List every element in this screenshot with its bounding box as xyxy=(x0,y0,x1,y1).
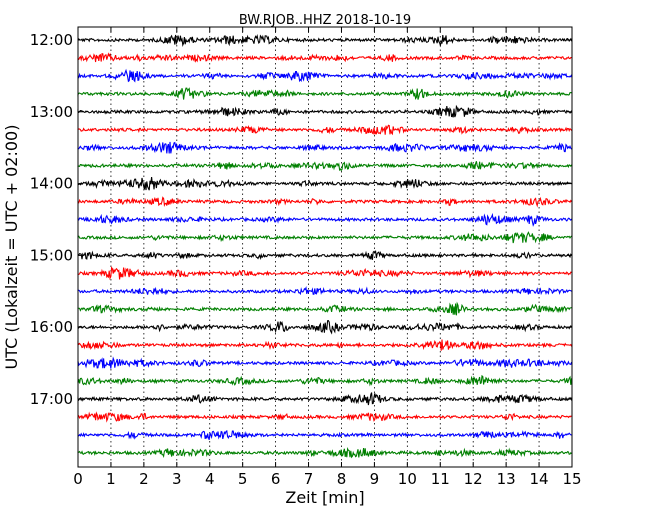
seismogram-trace xyxy=(77,212,573,227)
x-tick-label: 6 xyxy=(271,470,281,488)
seismogram-trace xyxy=(77,231,572,244)
seismogram-trace xyxy=(77,104,573,118)
x-tick-label: 7 xyxy=(304,470,314,488)
y-tick-label: 16:00 xyxy=(30,318,73,336)
seismogram-trace xyxy=(77,52,572,63)
y-tick-label: 14:00 xyxy=(30,175,73,193)
seismogram-trace xyxy=(77,87,572,101)
x-tick-label: 4 xyxy=(205,470,215,488)
chart-title: BW.RJOB..HHZ 2018-10-19 xyxy=(239,13,411,28)
seismogram-trace xyxy=(77,429,572,440)
seismogram-trace xyxy=(77,339,573,351)
seismogram-trace xyxy=(77,446,572,459)
x-tick-label: 14 xyxy=(530,470,549,488)
x-tick-label: 12 xyxy=(464,470,483,488)
x-tick-label: 11 xyxy=(431,470,450,488)
seismogram-trace xyxy=(77,68,573,83)
seismogram-trace xyxy=(77,374,573,387)
y-tick-label: 13:00 xyxy=(30,103,73,121)
seismogram-trace xyxy=(77,356,573,369)
x-tick-label: 10 xyxy=(398,470,417,488)
seismogram-trace xyxy=(77,286,572,296)
seismogram-trace xyxy=(77,124,573,136)
seismogram-trace xyxy=(77,196,573,208)
x-axis-label: Zeit [min] xyxy=(285,488,364,507)
seismogram-trace xyxy=(77,301,572,316)
x-tick-label: 3 xyxy=(172,470,182,488)
seismogram-trace xyxy=(77,249,572,261)
seismogram-trace xyxy=(77,320,573,335)
y-tick-label: 12:00 xyxy=(30,31,73,49)
y-tick-label: 15:00 xyxy=(30,246,73,264)
x-tick-label: 13 xyxy=(497,470,516,488)
seismogram-trace xyxy=(77,141,573,154)
x-tick-label: 15 xyxy=(562,470,581,488)
y-axis: 12:00 13:00 14:00 15:00 16:00 17:00 xyxy=(30,31,572,408)
grid xyxy=(110,27,540,467)
x-tick-label: 9 xyxy=(370,470,380,488)
seismogram-trace xyxy=(77,177,572,191)
y-tick-label: 17:00 xyxy=(30,390,73,408)
x-axis: 0 1 2 3 4 5 6 7 8 9 10 11 12 13 14 15 xyxy=(73,27,582,488)
seismogram-trace xyxy=(77,266,572,281)
seismogram-trace xyxy=(77,33,573,48)
x-tick-label: 0 xyxy=(73,470,83,488)
traces xyxy=(77,33,573,459)
x-tick-label: 2 xyxy=(139,470,149,488)
x-tick-label: 5 xyxy=(238,470,248,488)
y-axis-label: UTC (Lokalzeit = UTC + 02:00) xyxy=(2,125,21,370)
plot-frame xyxy=(77,26,573,468)
seismogram-trace xyxy=(77,392,573,406)
x-tick-label: 1 xyxy=(106,470,116,488)
seismogram-trace xyxy=(77,411,572,423)
seismogram-trace xyxy=(77,161,573,172)
x-tick-label: 8 xyxy=(337,470,347,488)
